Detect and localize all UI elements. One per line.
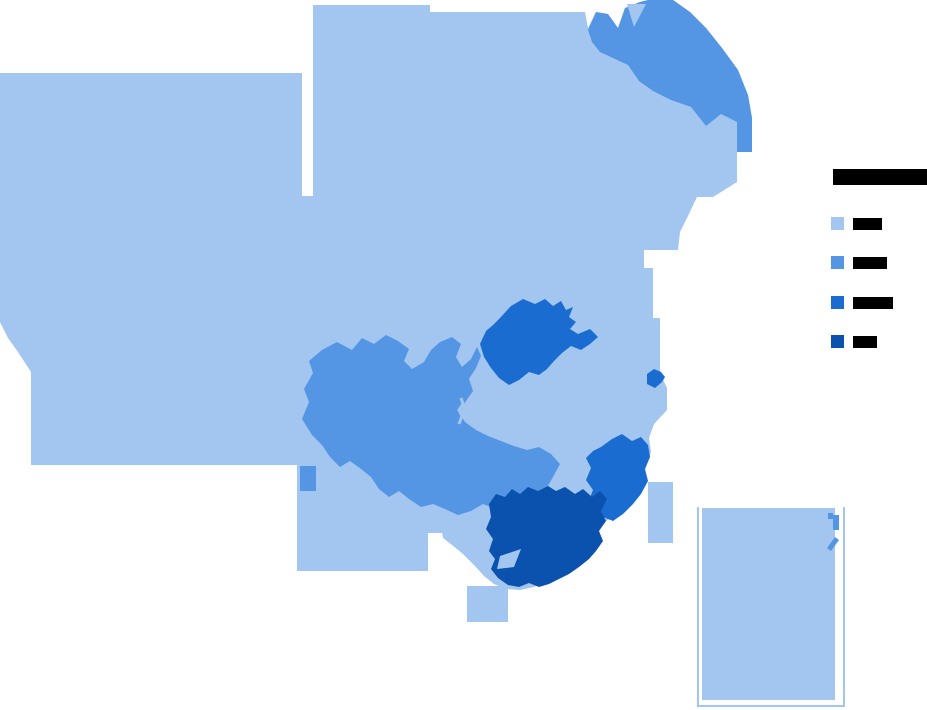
region-hainan-block[interactable] [467, 586, 508, 622]
legend-item-bucket-4[interactable] [831, 335, 877, 348]
legend-label-redacted-bar [853, 336, 877, 348]
legend-swatch-bucket-4[interactable] [831, 335, 844, 348]
region-northeast[interactable] [588, 0, 752, 152]
legend-item-bucket-2[interactable] [831, 256, 887, 269]
legend-item-bucket-1[interactable] [831, 217, 882, 230]
legend-label-redacted-bar [853, 218, 882, 230]
legend-item-bucket-3[interactable] [831, 296, 893, 309]
inset-dash-2 [833, 515, 839, 530]
inset-dash-1 [828, 513, 833, 519]
legend-swatch-bucket-1[interactable] [831, 217, 844, 230]
northeast-light-wedge [627, 4, 646, 27]
region-shanghai-dot[interactable] [647, 369, 665, 388]
border-gap [302, 0, 313, 196]
region-mainland-base[interactable] [0, 0, 752, 590]
inset-dash-3 [827, 537, 839, 551]
legend-label-redacted-bar [853, 297, 893, 309]
inset-sea-region[interactable] [702, 508, 835, 700]
south-central-light-notch [497, 549, 521, 569]
legend-swatch-bucket-3[interactable] [831, 296, 844, 309]
region-small-west-block[interactable] [300, 466, 316, 491]
region-south-central[interactable] [486, 486, 607, 587]
region-central[interactable] [480, 299, 598, 385]
region-taiwan-block[interactable] [648, 482, 673, 543]
legend-swatch-bucket-2[interactable] [831, 256, 844, 269]
inset-border [697, 507, 845, 707]
legend-label-redacted-bar [853, 257, 887, 269]
legend-title-redacted-bar [833, 169, 927, 185]
river-gap-line [457, 397, 465, 425]
region-sichuan-southwest[interactable] [302, 335, 560, 515]
